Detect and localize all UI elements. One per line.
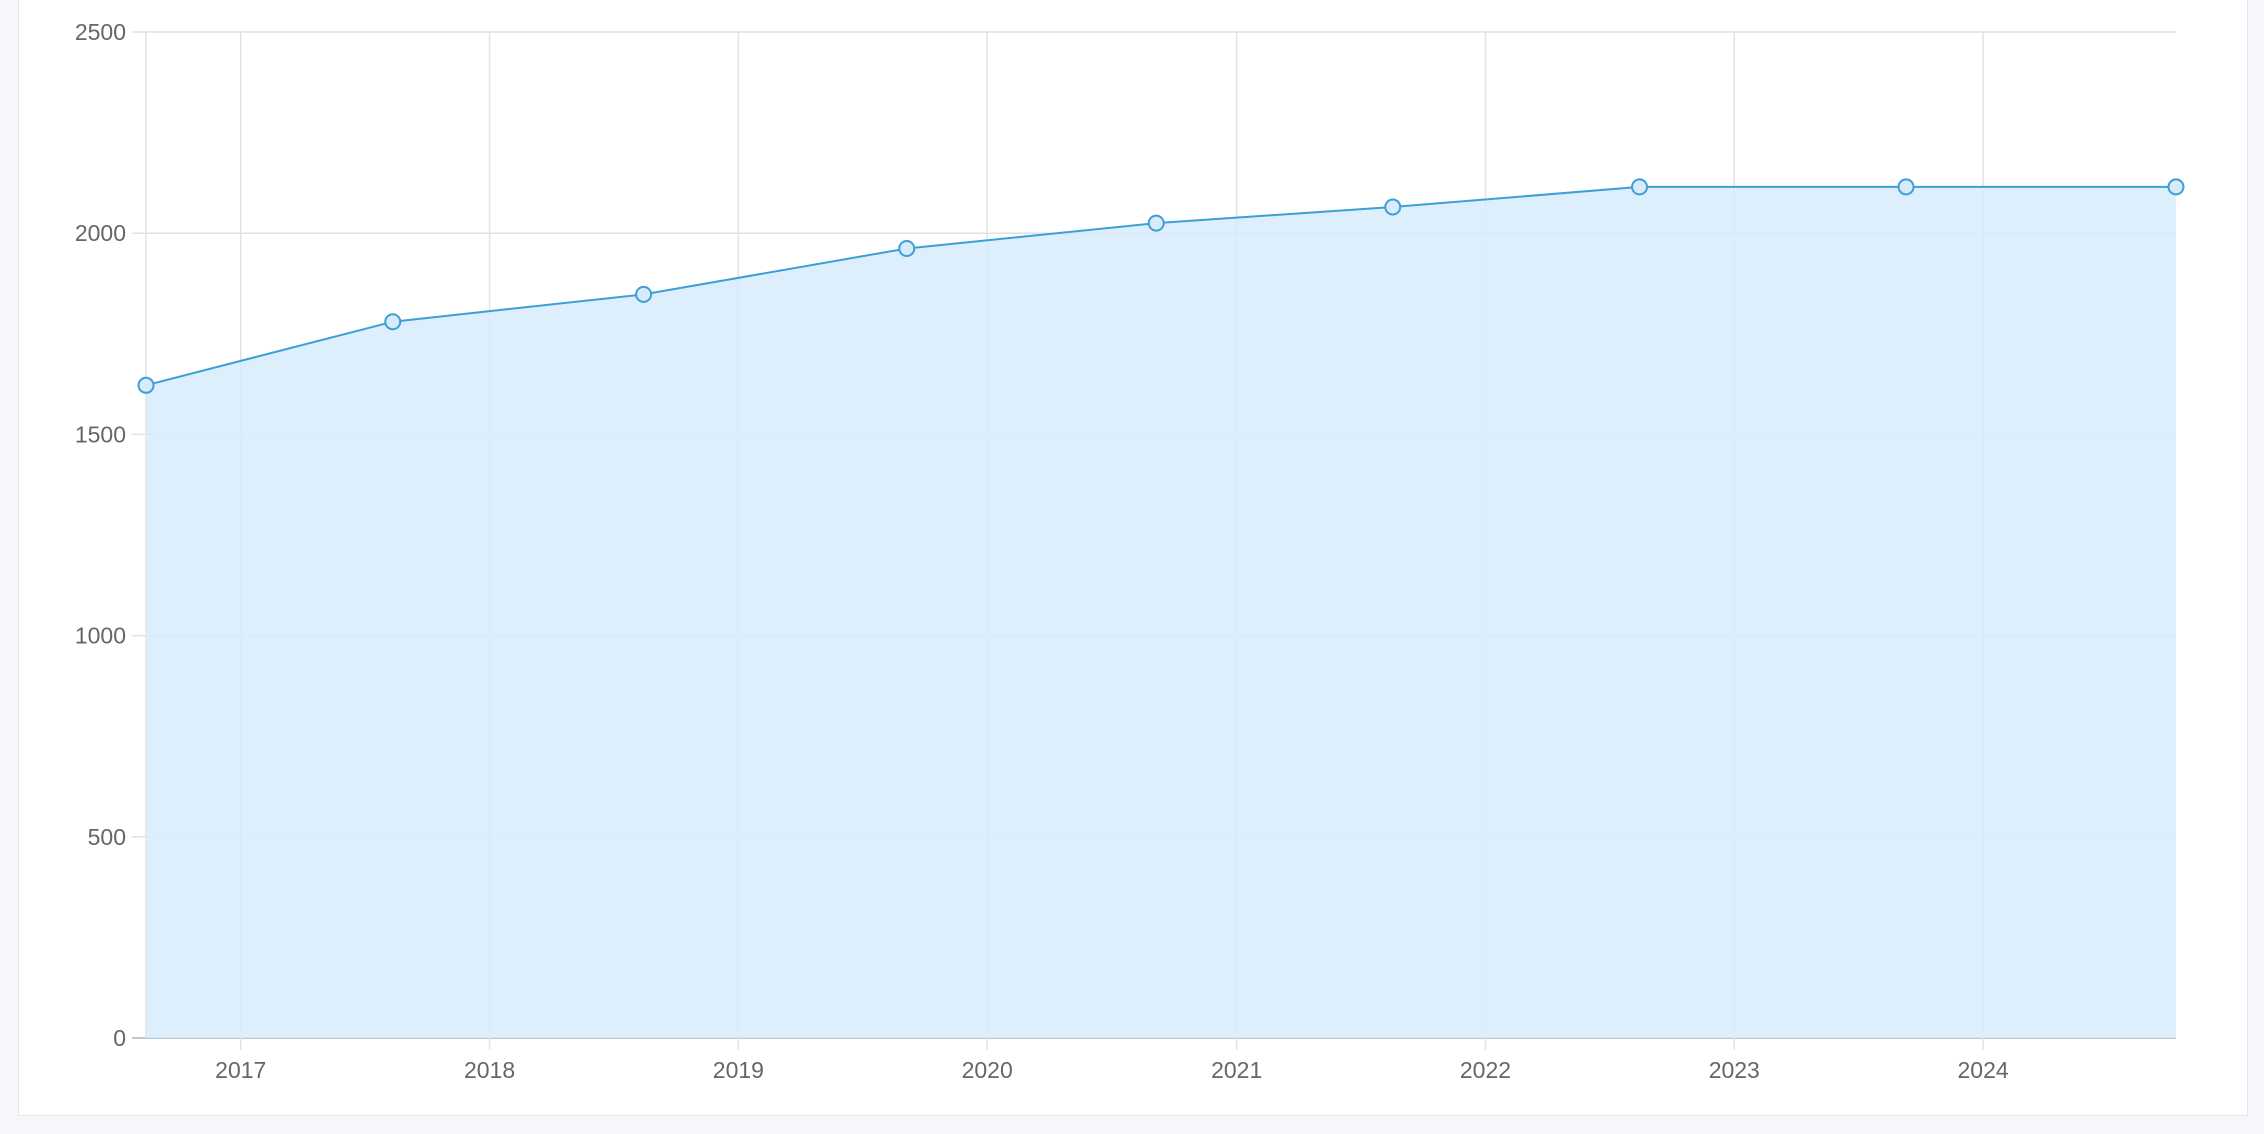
x-tick-label: 2022 — [1460, 1057, 1511, 1083]
data-point — [1631, 178, 1649, 196]
data-point — [635, 285, 653, 303]
y-tick-label: 2000 — [75, 220, 126, 246]
x-tick-label: 2021 — [1211, 1057, 1262, 1083]
x-tick-label: 2023 — [1709, 1057, 1760, 1083]
y-tick-label: 1500 — [75, 421, 126, 447]
series-area-fill — [146, 186, 2176, 1038]
data-point — [137, 376, 155, 394]
x-tick-label: 2024 — [1958, 1057, 2009, 1083]
data-point — [384, 313, 402, 331]
x-tick-label: 2018 — [464, 1057, 515, 1083]
data-point — [898, 239, 916, 257]
data-point — [1897, 178, 1915, 196]
data-point — [1384, 198, 1402, 216]
x-tick-label: 2020 — [962, 1057, 1013, 1083]
y-tick-label: 1000 — [75, 623, 126, 649]
series-layer — [137, 178, 2185, 1038]
y-axis-ticks: 0 500 1000 1500 2000 2500 — [75, 19, 126, 1051]
y-tick-label: 500 — [88, 824, 126, 850]
y-tick-label: 2500 — [75, 19, 126, 45]
y-tick-label: 0 — [113, 1025, 126, 1051]
x-tick-label: 2019 — [713, 1057, 764, 1083]
x-axis-ticks: 2017 2018 2019 2020 2021 2022 2023 2024 — [215, 1057, 2009, 1083]
data-point — [2167, 178, 2185, 196]
data-point — [1147, 214, 1165, 232]
x-tick-label: 2017 — [215, 1057, 266, 1083]
